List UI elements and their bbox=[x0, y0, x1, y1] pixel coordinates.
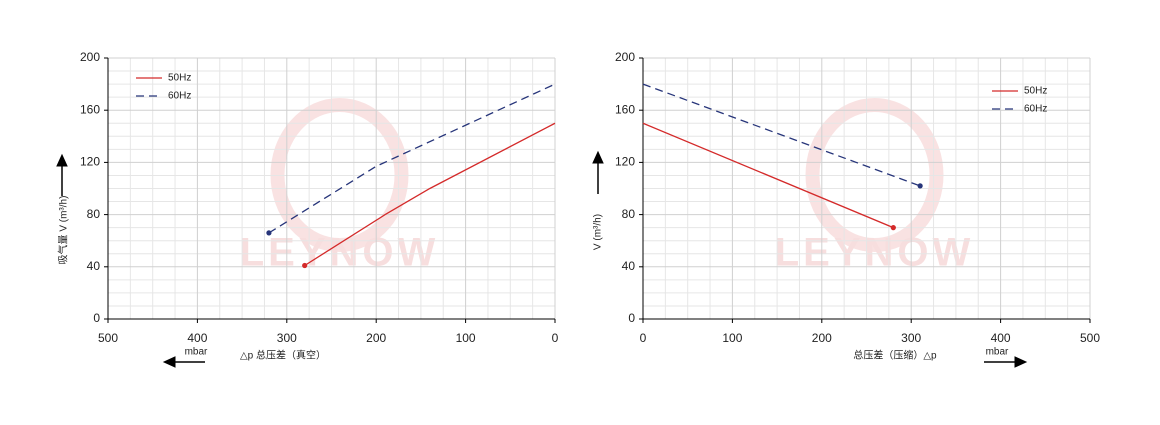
y-tick-label: 0 bbox=[628, 311, 635, 325]
y-tick-label: 160 bbox=[80, 102, 100, 116]
x-tick-label: 200 bbox=[812, 331, 832, 345]
legend-label: 50Hz bbox=[1024, 86, 1047, 97]
y-tick-label: 160 bbox=[615, 102, 635, 116]
arrows bbox=[56, 150, 1028, 368]
x-axis-label: 总压差（压缩）△p bbox=[853, 349, 937, 362]
y-tick-label: 120 bbox=[80, 155, 100, 169]
y-tick-label: 120 bbox=[615, 155, 635, 169]
legend-label: 60Hz bbox=[1024, 104, 1047, 115]
line-series bbox=[642, 122, 894, 229]
x-tick-label: 300 bbox=[277, 331, 297, 345]
end-point bbox=[266, 230, 272, 236]
y-axis-label: 吸气量 V (m³/h) bbox=[57, 196, 70, 265]
x-tick-label: 400 bbox=[991, 331, 1011, 345]
y-tick-label: 200 bbox=[80, 50, 100, 64]
x-tick-label: 100 bbox=[722, 331, 742, 345]
x-tick-label: 0 bbox=[552, 331, 559, 345]
x-tick-label: 500 bbox=[98, 331, 118, 345]
x-tick-label: 400 bbox=[187, 331, 207, 345]
end-point bbox=[917, 183, 923, 189]
y-tick-label: 200 bbox=[615, 50, 635, 64]
x-axis-label: △p 总压差（真空） bbox=[240, 349, 326, 362]
legend-label: 60Hz bbox=[168, 91, 191, 102]
x-tick-label: 500 bbox=[1080, 331, 1100, 345]
x-tick-label: 300 bbox=[901, 331, 921, 345]
x-tick-label: 200 bbox=[366, 331, 386, 345]
line-series bbox=[642, 83, 921, 187]
y-axis-label: V (m³/h) bbox=[593, 214, 604, 250]
line-series bbox=[304, 122, 556, 267]
end-point bbox=[890, 225, 896, 231]
watermark: LEYNOW bbox=[775, 231, 975, 275]
watermark: LEYNOW bbox=[240, 231, 440, 275]
y-tick-label: 40 bbox=[622, 259, 636, 273]
x-axis-unit: mbar bbox=[185, 347, 208, 358]
x-tick-label: 100 bbox=[456, 331, 476, 345]
y-tick-label: 0 bbox=[93, 311, 100, 325]
y-tick-label: 80 bbox=[622, 207, 636, 221]
end-point bbox=[302, 262, 308, 269]
legend-label: 50Hz bbox=[168, 73, 191, 84]
line-series bbox=[268, 83, 556, 234]
x-axis-unit: mbar bbox=[986, 347, 1009, 358]
y-tick-label: 80 bbox=[87, 207, 101, 221]
y-tick-label: 40 bbox=[87, 259, 101, 273]
x-tick-label: 0 bbox=[640, 331, 647, 345]
